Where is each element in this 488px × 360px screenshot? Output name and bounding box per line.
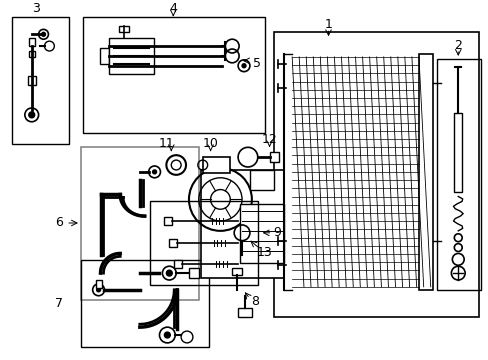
Text: 9: 9 [273, 226, 281, 239]
Bar [274, 32, 478, 317]
Bar [269, 152, 279, 162]
Circle shape [242, 64, 245, 68]
Text: 10: 10 [202, 137, 218, 150]
Bar [96, 280, 102, 288]
Circle shape [164, 332, 170, 338]
Bar [203, 157, 230, 173]
Bar [29, 51, 35, 57]
Bar [240, 204, 284, 263]
Bar [174, 260, 182, 268]
Text: 12: 12 [261, 133, 277, 146]
Circle shape [152, 170, 156, 174]
Text: 3: 3 [32, 2, 40, 15]
Bar [436, 59, 480, 290]
Bar [201, 170, 284, 278]
Bar [249, 170, 274, 190]
Bar [149, 201, 257, 285]
Bar [29, 38, 35, 46]
Bar [28, 76, 36, 85]
Text: 5: 5 [252, 57, 260, 70]
Circle shape [41, 32, 45, 36]
Bar [418, 54, 432, 290]
Bar [100, 48, 109, 64]
Text: 13: 13 [256, 246, 272, 259]
Bar [81, 147, 199, 300]
Bar [232, 268, 242, 275]
Text: 2: 2 [453, 39, 461, 51]
Bar [12, 17, 69, 144]
Text: 1: 1 [324, 18, 332, 31]
Text: 6: 6 [55, 216, 63, 229]
Circle shape [29, 112, 35, 118]
Circle shape [166, 270, 172, 276]
Bar [188, 268, 199, 278]
Bar [169, 239, 177, 247]
Text: 8: 8 [250, 295, 258, 308]
Text: 4: 4 [169, 2, 177, 15]
Bar [238, 307, 251, 317]
Bar [82, 17, 264, 132]
Bar [453, 113, 461, 192]
Text: 11: 11 [158, 137, 174, 150]
Text: 7: 7 [55, 297, 63, 310]
Bar [81, 260, 208, 347]
Circle shape [97, 288, 101, 292]
Bar [119, 26, 129, 32]
Bar [109, 38, 153, 73]
Bar [164, 217, 172, 225]
